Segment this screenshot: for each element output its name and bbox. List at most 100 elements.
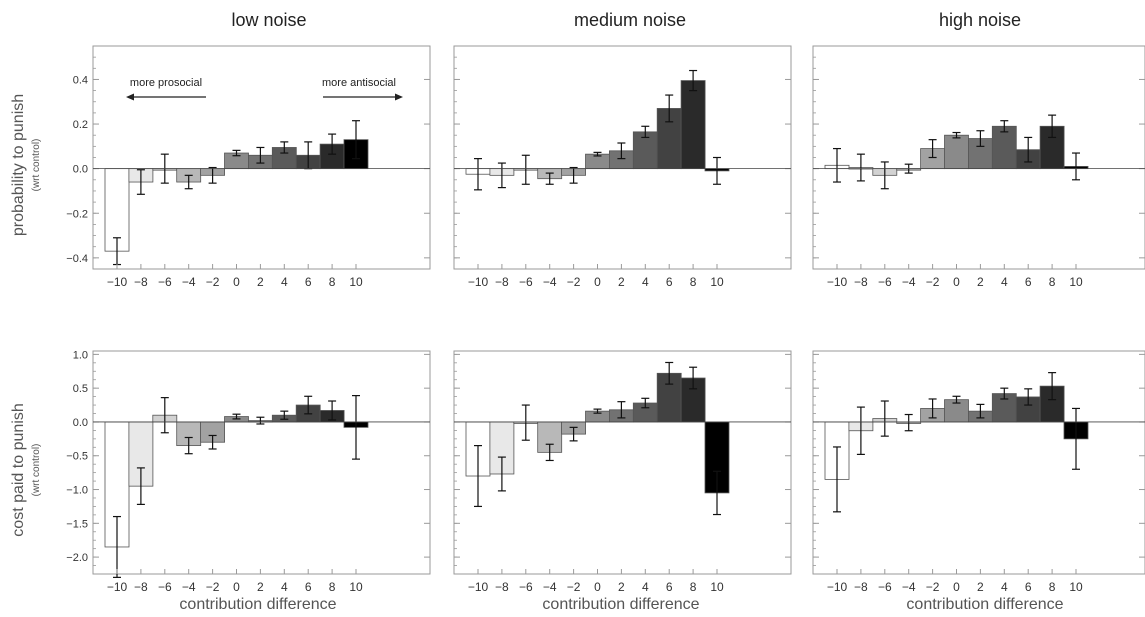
x-tick-label: −4 [543, 580, 557, 594]
y-tick-label: 0.4 [73, 74, 88, 86]
x-tick-label: 6 [666, 580, 673, 594]
y-tick-label: −1.0 [66, 485, 88, 497]
x-tick-label: 4 [642, 580, 649, 594]
x-tick-label: 2 [977, 275, 984, 289]
x-tick-label: 8 [1049, 275, 1056, 289]
panel-3: −10 −8 −6 −4 −2 0 2 4 6 8 10 [813, 46, 1145, 289]
x-tick-label: −6 [158, 580, 172, 594]
x-tick-label: −4 [902, 275, 916, 289]
x-tick-label: −2 [926, 580, 940, 594]
x-tick-label: 4 [281, 580, 288, 594]
y-tick-label: 0.5 [73, 383, 88, 395]
x-tick-label: −6 [519, 275, 533, 289]
x-tick-label: −2 [567, 275, 581, 289]
x-tick-label: 8 [690, 275, 697, 289]
x-tick-label: 0 [594, 275, 601, 289]
x-tick-label: −8 [854, 580, 868, 594]
x-tick-label: −10 [468, 275, 489, 289]
x-tick-label: −10 [468, 580, 489, 594]
x-tick-label: −4 [182, 580, 196, 594]
arrow-right-head [395, 94, 403, 101]
y-tick-label: 0.0 [73, 417, 88, 429]
y-tick-label: −0.4 [66, 253, 88, 265]
x-tick-label: −6 [158, 275, 172, 289]
x-axis-label-high: contribution difference [906, 596, 1063, 613]
x-tick-label: 4 [1001, 580, 1008, 594]
panel-5: −10 −8 −6 −4 −2 0 2 4 6 8 10 [454, 351, 791, 594]
x-tick-label: 10 [1069, 275, 1083, 289]
x-tick-label: −2 [926, 275, 940, 289]
x-tick-label: 10 [349, 275, 363, 289]
row-label-cost: cost paid to punish [10, 403, 27, 536]
x-tick-label: −2 [206, 275, 220, 289]
annotation-more-antisocial: more antisocial [322, 77, 396, 89]
x-tick-label: −8 [854, 275, 868, 289]
x-tick-label: 2 [977, 580, 984, 594]
x-tick-label: 8 [690, 580, 697, 594]
x-tick-label: −4 [902, 580, 916, 594]
x-tick-label: −6 [878, 275, 892, 289]
x-tick-label: −10 [107, 580, 128, 594]
panel-6: −10 −8 −6 −4 −2 0 2 4 6 8 10 [813, 351, 1145, 594]
x-tick-label: 0 [233, 275, 240, 289]
x-tick-label: 2 [618, 275, 625, 289]
direction-annotations: more prosocial more antisocial [126, 77, 403, 101]
x-tick-label: 6 [305, 275, 312, 289]
x-tick-label: 0 [953, 580, 960, 594]
x-tick-label: 8 [1049, 580, 1056, 594]
annotation-more-prosocial: more prosocial [130, 77, 202, 89]
x-tick-label: −8 [134, 275, 148, 289]
row-sublabel-probability: (wrt control) [31, 139, 42, 192]
x-tick-label: −10 [827, 580, 848, 594]
x-tick-label: −6 [878, 580, 892, 594]
column-title-low-noise: low noise [231, 10, 306, 30]
x-tick-label: 10 [710, 275, 724, 289]
x-tick-label: 2 [618, 580, 625, 594]
bar [681, 81, 705, 169]
x-tick-label: 4 [642, 275, 649, 289]
x-tick-label: 0 [953, 275, 960, 289]
y-tick-label: −0.2 [66, 208, 88, 220]
x-tick-label: 4 [1001, 275, 1008, 289]
bar [992, 126, 1016, 168]
x-tick-label: −8 [495, 275, 509, 289]
x-tick-label: 10 [710, 580, 724, 594]
x-tick-label: −10 [107, 275, 128, 289]
arrow-left-head [126, 94, 134, 101]
y-tick-label: −2.0 [66, 552, 88, 564]
x-tick-label: 10 [1069, 580, 1083, 594]
y-tick-label: 0.0 [73, 164, 88, 176]
bar [945, 135, 969, 168]
x-tick-label: −4 [182, 275, 196, 289]
x-tick-label: −2 [206, 580, 220, 594]
x-tick-label: 10 [349, 580, 363, 594]
panel-4: −2.0 −1.5 −1.0 −0.5 0.0 0.5 1.0 −10 −8 −6 −4 −2 0 2 4 6… [66, 349, 430, 594]
panel-frame [813, 351, 1145, 574]
x-tick-label: 6 [305, 580, 312, 594]
x-tick-label: −8 [495, 580, 509, 594]
x-tick-label: −8 [134, 580, 148, 594]
y-tick-label: −1.5 [66, 518, 88, 530]
x-tick-label: −2 [567, 580, 581, 594]
x-tick-label: −4 [543, 275, 557, 289]
x-tick-label: 4 [281, 275, 288, 289]
column-title-high-noise: high noise [939, 10, 1021, 30]
x-tick-label: 0 [233, 580, 240, 594]
x-tick-label: 8 [329, 580, 336, 594]
x-tick-label: 2 [257, 275, 264, 289]
x-tick-label: 2 [257, 580, 264, 594]
panel-2: −10 −8 −6 −4 −2 0 2 4 6 8 10 [454, 46, 791, 289]
y-tick-label: −0.5 [66, 451, 88, 463]
x-tick-label: −6 [519, 580, 533, 594]
x-tick-label: 6 [1025, 580, 1032, 594]
y-tick-label: 1.0 [73, 349, 88, 361]
x-tick-label: 6 [666, 275, 673, 289]
x-tick-label: 8 [329, 275, 336, 289]
x-tick-label: 0 [594, 580, 601, 594]
panels: −0.4 −0.2 0.0 0.2 0.4 −10 −8 −6 −4 −2 0 2 4 6 8 10 −10 −8… [66, 46, 1145, 594]
x-axis-label-low: contribution difference [179, 596, 336, 613]
y-tick-label: 0.2 [73, 119, 88, 131]
column-title-medium-noise: medium noise [574, 10, 686, 30]
x-axis-label-medium: contribution difference [542, 596, 699, 613]
